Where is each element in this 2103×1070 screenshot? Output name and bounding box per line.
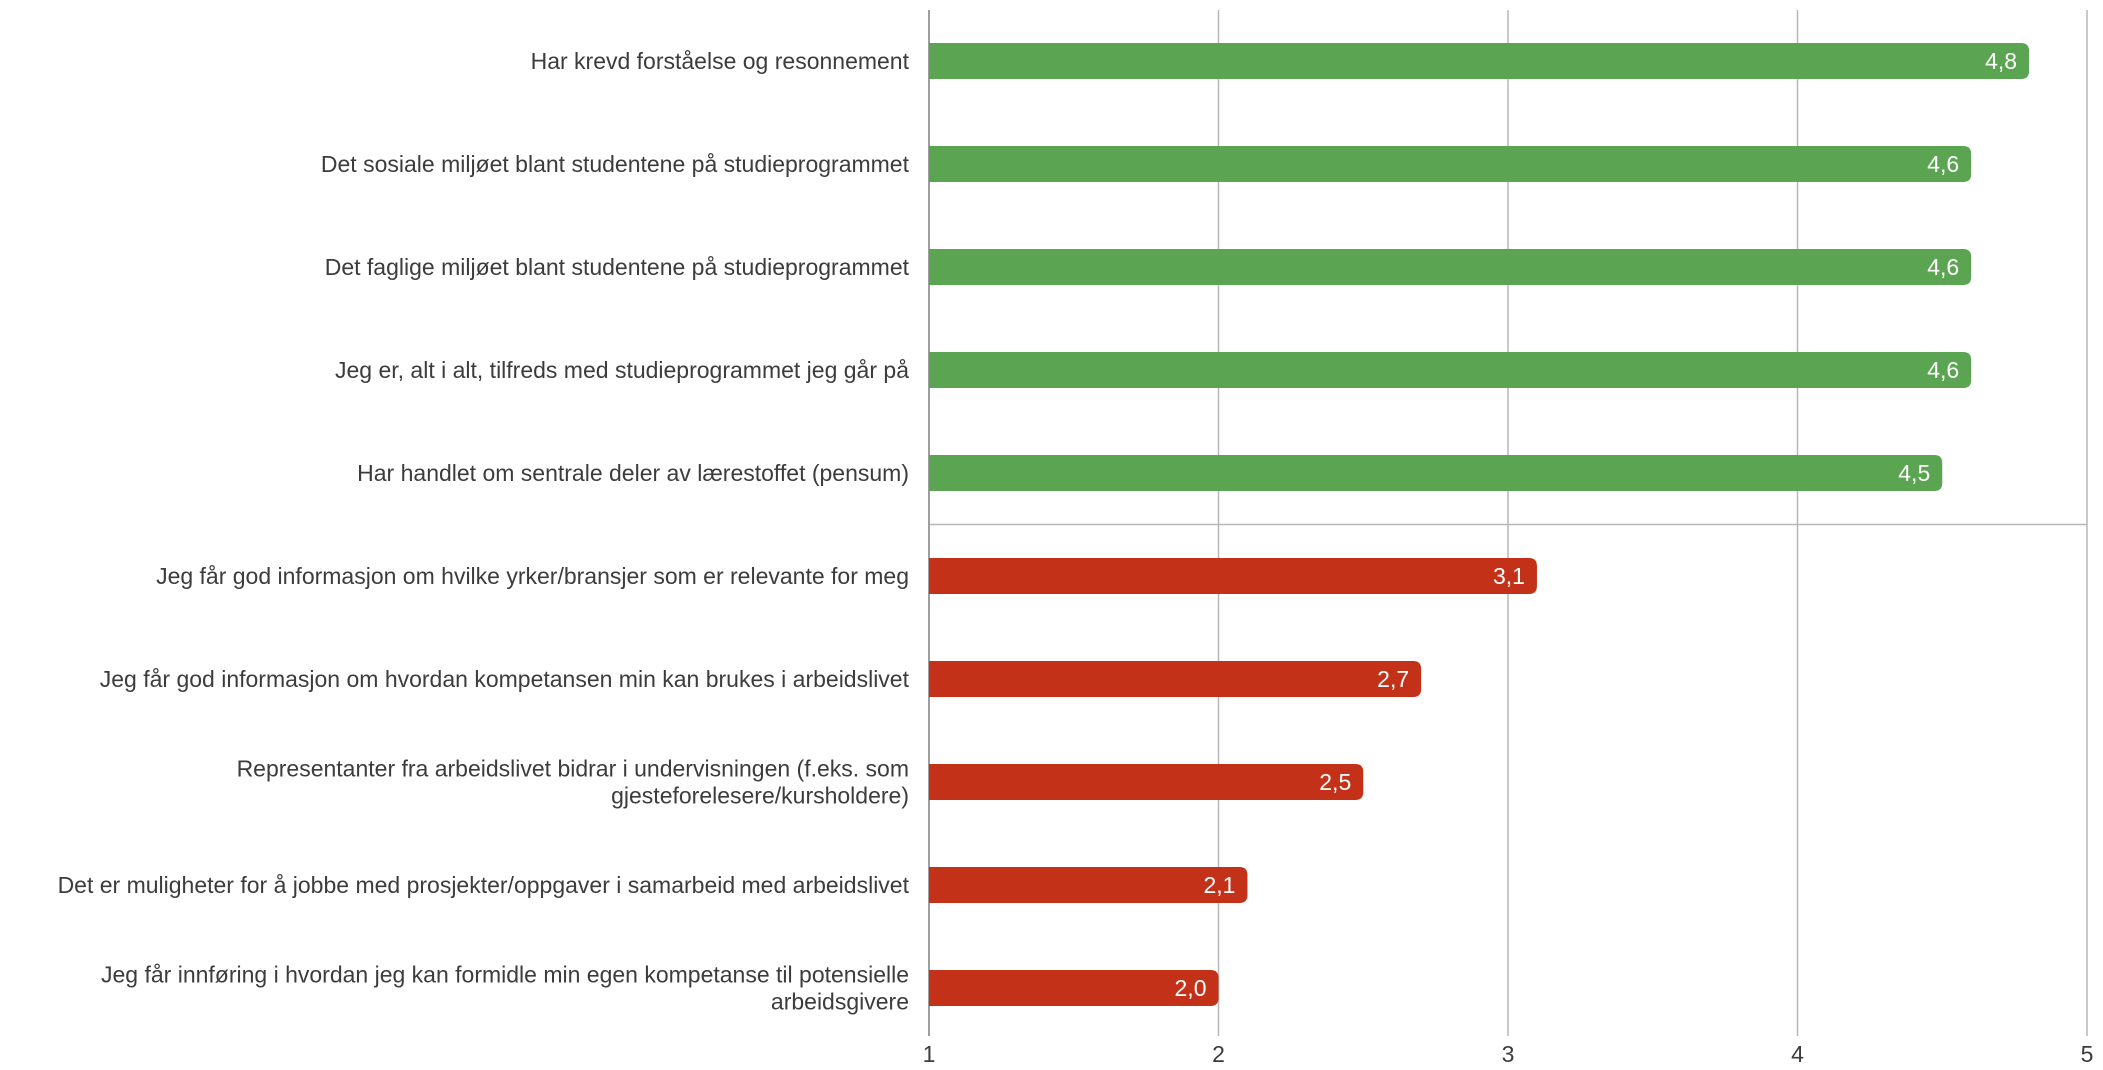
bar-value-label-7: 2,7 [1377,666,1409,692]
bar-10 [929,970,1219,1006]
label-layer: 1 2 3 4 5 4,8 Har krevd forståelse og resonnem… [58,48,2094,1067]
category-label-3: Det faglige miljøet blant studentene på … [325,254,910,280]
x-tick-label-3: 3 [1502,1041,1515,1067]
x-tick-label-4: 4 [1791,1041,1804,1067]
bar-value-label-10: 2,0 [1175,975,1207,1001]
category-label-7: Jeg får god informasjon om hvordan kompe… [100,666,910,692]
bar-value-label-5: 4,5 [1898,460,1930,486]
bar-6 [929,558,1537,594]
bar-value-label-3: 4,6 [1927,254,1959,280]
bar-value-label-2: 4,6 [1927,151,1959,177]
category-label-4: Jeg er, alt i alt, tilfreds med studiepr… [335,357,909,383]
bar-3 [929,249,1972,285]
x-tick-label-5: 5 [2081,1041,2094,1067]
bar-1 [929,43,2030,79]
bar-value-label-1: 4,8 [1985,48,2017,74]
category-label-6: Jeg får god informasjon om hvilke yrker/… [156,563,909,589]
bar-9 [929,867,1248,903]
category-label-5: Har handlet om sentrale deler av læresto… [357,460,909,486]
bar-2 [929,146,1972,182]
bar-value-label-8: 2,5 [1319,769,1351,795]
category-label-2: Det sosiale miljøet blant studentene på … [321,151,910,177]
x-tick-label-2: 2 [1212,1041,1225,1067]
x-tick-label-1: 1 [923,1041,936,1067]
category-label-8-line-2: gjesteforelesere/kursholdere) [611,783,909,809]
bar-4 [929,352,1972,388]
bar-5 [929,455,1943,491]
category-label-9: Det er muligheter for å jobbe med prosje… [58,872,910,898]
category-label-8-line-1: Representanter fra arbeidslivet bidrar i… [237,756,909,782]
bar-value-label-9: 2,1 [1203,872,1235,898]
category-label-10-line-1: Jeg får innføring i hvordan jeg kan form… [101,962,909,988]
bar-layer [929,43,2030,1006]
bar-value-label-6: 3,1 [1493,563,1525,589]
category-label-1: Har krevd forståelse og resonnement [531,48,910,74]
bar-value-label-4: 4,6 [1927,357,1959,383]
category-label-10-line-2: arbeidsgivere [771,989,909,1015]
bar-8 [929,764,1364,800]
bar-7 [929,661,1422,697]
